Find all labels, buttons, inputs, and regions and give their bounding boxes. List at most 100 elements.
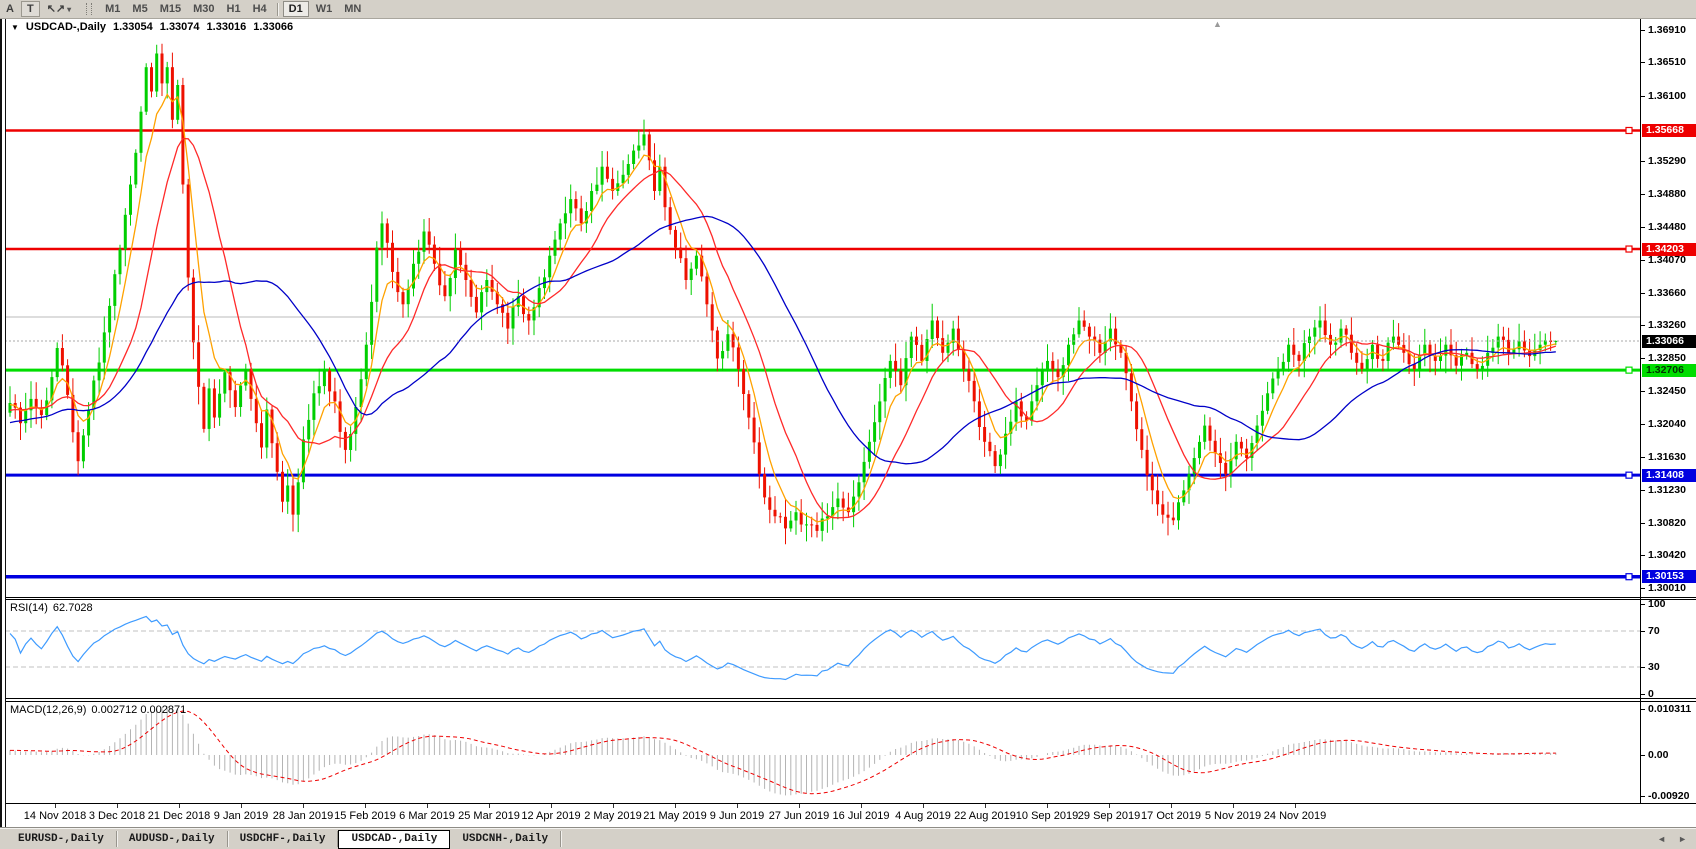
timeframe-button-m15[interactable]: M15: [159, 3, 182, 15]
date-tick-mark: [241, 804, 242, 808]
pane-separator: [0, 803, 1696, 804]
price-tick-label: 1.30420: [1648, 549, 1686, 562]
line-handle[interactable]: [1625, 573, 1633, 581]
macd-name: MACD(12,26,9): [10, 704, 87, 716]
price-tick-label: 1.31230: [1648, 483, 1686, 496]
timeframe-button-m5[interactable]: M5: [132, 3, 148, 15]
line-handle[interactable]: [1625, 471, 1633, 479]
date-tick-mark: [117, 804, 118, 808]
line-handle[interactable]: [1625, 126, 1633, 135]
date-tick-mark: [861, 804, 862, 808]
collapse-triangle-icon[interactable]: ▼: [11, 23, 19, 32]
price-tick-label: 1.36510: [1648, 56, 1686, 69]
date-label: 10 Sep 2019: [1015, 810, 1079, 822]
line-handle[interactable]: [1625, 245, 1633, 253]
axis-tick-mark: [1641, 667, 1645, 668]
chevron-down-icon: ▾: [67, 5, 72, 14]
date-tick-mark: [1233, 804, 1234, 808]
date-label: 3 Dec 2018: [88, 810, 146, 822]
price-level-badge: 1.34203: [1642, 242, 1696, 256]
chart-shift-marker-icon[interactable]: ▲: [1213, 19, 1222, 29]
chart-tab-usdcnh[interactable]: USDCNH-,Daily: [450, 831, 562, 847]
cursor-arrows-icon: ↖↗: [46, 3, 66, 15]
date-tick-mark: [427, 804, 428, 808]
price-tick-label: 1.32850: [1648, 352, 1686, 365]
price-tick-label: 1.34070: [1648, 253, 1686, 266]
font-tool-button[interactable]: A: [6, 3, 14, 15]
price-level-badge: 1.30153: [1642, 570, 1696, 584]
date-tick-mark: [1047, 804, 1048, 808]
date-label: 2 May 2019: [584, 810, 642, 822]
rsi-label: RSI(14) 62.7028: [10, 602, 93, 614]
quote-low: 1.33016: [206, 21, 247, 33]
price-level-badge: 1.35668: [1642, 123, 1696, 137]
macd-indicator-pane[interactable]: [5, 702, 1640, 803]
chart-tab-audusd[interactable]: AUDUSD-,Daily: [117, 831, 228, 847]
macd-tick-label: -0.00920: [1648, 789, 1690, 802]
toolbar-grip[interactable]: [86, 3, 93, 15]
date-tick-mark: [303, 804, 304, 808]
axis-tick-mark: [1641, 194, 1645, 196]
time-axis[interactable]: 14 Nov 2018 3 Dec 2018 21 Dec 2018 9 Jan 20…: [0, 804, 1696, 827]
timeframe-button-m30[interactable]: M30: [193, 3, 215, 15]
scroll-right-icon[interactable]: ►: [1678, 834, 1687, 844]
axis-tick-mark: [1641, 95, 1645, 97]
axis-tick-mark: [1641, 755, 1645, 756]
pane-separator[interactable]: [0, 701, 1696, 702]
date-tick-mark: [613, 804, 614, 808]
price-chart-pane[interactable]: [5, 18, 1640, 598]
pane-separator[interactable]: [0, 698, 1696, 699]
axis-tick-mark: [1641, 709, 1645, 711]
moving-average-line[interactable]: [9, 215, 1556, 465]
price-tick-label: 1.30010: [1648, 582, 1686, 595]
date-tick-mark: [799, 804, 800, 808]
date-label: 25 Mar 2019: [458, 810, 520, 822]
date-label: 9 Jun 2019: [709, 810, 765, 822]
chart-tab-usdcad[interactable]: USDCAD-,Daily: [338, 829, 451, 849]
axis-tick-mark: [1641, 325, 1645, 327]
text-label-tool-button[interactable]: T: [20, 1, 40, 17]
arrows-tool-button[interactable]: ↖↗ ▾: [42, 2, 76, 16]
timeframe-button-m1[interactable]: M1: [105, 3, 121, 15]
timeframe-button-w1[interactable]: W1: [315, 3, 333, 15]
price-tick-label: 1.34480: [1648, 220, 1686, 233]
date-label: 6 Mar 2019: [399, 810, 455, 822]
pane-separator[interactable]: [0, 599, 1696, 600]
timeframe-button-mn[interactable]: MN: [344, 3, 362, 15]
bear-wicks: [14, 43, 1552, 545]
chart-title: USDCAD-,Daily: [25, 21, 106, 33]
macd-values: 0.002712 0.002871: [91, 704, 187, 716]
price-tick-label: 1.34880: [1648, 188, 1686, 201]
date-label: 29 Sep 2019: [1077, 810, 1141, 822]
date-label: 4 Aug 2019: [895, 810, 951, 822]
date-label: 24 Nov 2019: [1263, 810, 1327, 822]
rsi-value: 62.7028: [52, 602, 93, 614]
rsi-indicator-pane[interactable]: [5, 600, 1640, 702]
timeframe-button-d1[interactable]: D1: [282, 1, 309, 17]
timeframe-bar: M1 M5 M15 M30 H1 H4 D1 W1 MN: [99, 1, 367, 17]
pane-separator[interactable]: [0, 597, 1696, 598]
date-label: 17 Oct 2019: [1141, 810, 1201, 822]
date-label: 21 May 2019: [643, 810, 707, 822]
scroll-left-icon[interactable]: ◄: [1657, 834, 1667, 844]
moving-average-line[interactable]: [9, 137, 1557, 519]
line-handle[interactable]: [1625, 366, 1633, 374]
date-label: 21 Dec 2018: [147, 810, 211, 822]
axis-tick-mark: [1641, 604, 1645, 605]
date-tick-mark: [737, 804, 738, 808]
toolbar: A T ↖↗ ▾ M1 M5 M15 M30 H1 H4 D1 W1 MN: [0, 0, 1696, 19]
rsi-line: [9, 615, 1556, 681]
macd-tick-label: 0.010311: [1648, 703, 1692, 716]
chart-tab-eurusd[interactable]: EURUSD-,Daily: [6, 831, 117, 847]
timeframe-button-h4[interactable]: H4: [252, 3, 267, 15]
moving-average-line[interactable]: [9, 93, 1556, 523]
timeframe-button-h1[interactable]: H1: [226, 3, 241, 15]
rsi-tick-label: 0: [1648, 688, 1654, 700]
price-axis[interactable]: 1.36910 1.36510 1.36100 1.35290 1.34880 1.344…: [1640, 18, 1696, 804]
chart-tab-usdchf[interactable]: USDCHF-,Daily: [228, 831, 339, 847]
axis-tick-mark: [1641, 694, 1645, 695]
price-tick-label: 1.31630: [1648, 451, 1686, 464]
date-tick-mark: [1109, 804, 1110, 808]
date-tick-mark: [985, 804, 986, 808]
